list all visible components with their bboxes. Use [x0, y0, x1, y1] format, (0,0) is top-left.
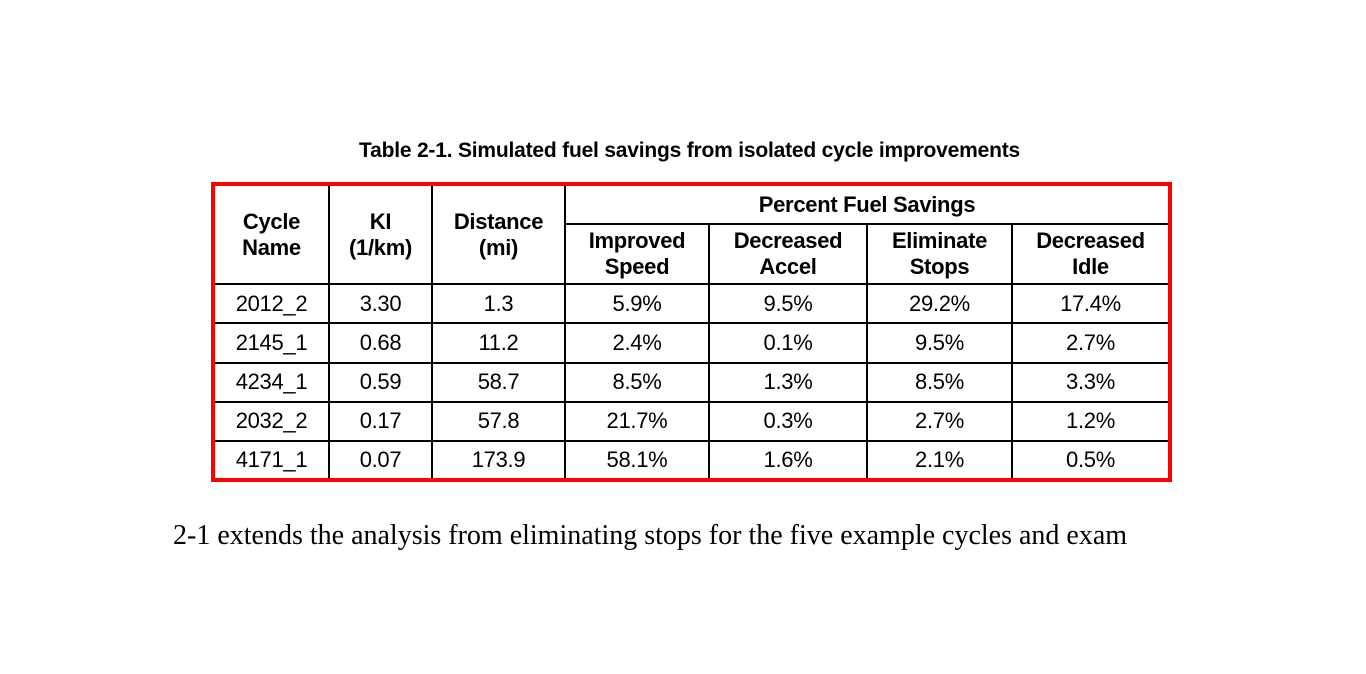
- cell-eliminate-stops: 2.7%: [866, 400, 1013, 442]
- cell-distance: 57.8: [431, 400, 566, 442]
- cell-distance: 1.3: [431, 283, 566, 325]
- cell-ki: 0.17: [328, 400, 433, 442]
- cell-decreased-accel: 1.6%: [708, 439, 868, 482]
- table-row: 4234_1 0.59 58.7 8.5% 1.3% 8.5% 3.3%: [212, 361, 1172, 403]
- table-row: 2012_2 3.30 1.3 5.9% 9.5% 29.2% 17.4%: [212, 283, 1172, 325]
- table-row: 2032_2 0.17 57.8 21.7% 0.3% 2.7% 1.2%: [212, 400, 1172, 442]
- header-improved-speed: Improved Speed: [564, 223, 710, 286]
- cell-cycle-name: 2032_2: [212, 400, 330, 442]
- body-text: 2-1 extends the analysis from eliminatin…: [173, 520, 1128, 551]
- cell-decreased-idle: 1.2%: [1010, 400, 1172, 442]
- cell-decreased-accel: 9.5%: [708, 283, 868, 325]
- fuel-savings-table: Cycle Name KI (1/km) Distance (mi) Perce…: [211, 182, 1173, 482]
- cell-decreased-idle: 2.7%: [1010, 322, 1172, 364]
- cell-eliminate-stops: 2.1%: [866, 439, 1013, 482]
- cell-decreased-idle: 0.5%: [1010, 439, 1172, 482]
- cell-improved-speed: 58.1%: [564, 439, 710, 482]
- cell-distance: 58.7: [431, 361, 566, 403]
- header-ki: KI (1/km): [328, 182, 433, 286]
- header-row-sub: Improved Speed Decreased Accel Eliminate…: [213, 223, 1172, 286]
- cell-distance: 11.2: [431, 322, 566, 364]
- header-distance: Distance (mi): [431, 182, 566, 286]
- cell-decreased-idle: 3.3%: [1010, 361, 1172, 403]
- header-decreased-accel: Decreased Accel: [708, 223, 868, 286]
- cell-eliminate-stops: 9.5%: [866, 322, 1013, 364]
- cell-eliminate-stops: 29.2%: [866, 283, 1013, 325]
- cell-ki: 0.68: [328, 322, 433, 364]
- header-cycle-name: Cycle Name: [212, 182, 330, 286]
- cell-cycle-name: 2012_2: [212, 283, 330, 325]
- table-row: 2145_1 0.68 11.2 2.4% 0.1% 9.5% 2.7%: [212, 322, 1172, 364]
- table-caption: Table 2-1. Simulated fuel savings from i…: [359, 139, 1020, 162]
- header-row-group: Cycle Name KI (1/km) Distance (mi) Perce…: [212, 182, 1172, 286]
- cell-distance: 173.9: [431, 439, 566, 482]
- cell-decreased-accel: 0.1%: [708, 322, 868, 364]
- cell-improved-speed: 5.9%: [564, 283, 710, 325]
- cell-improved-speed: 21.7%: [564, 400, 710, 442]
- cell-cycle-name: 2145_1: [212, 322, 330, 364]
- cell-ki: 0.59: [328, 361, 433, 403]
- table-row: 4171_1 0.07 173.9 58.1% 1.6% 2.1% 0.5%: [212, 439, 1172, 482]
- cell-improved-speed: 8.5%: [564, 361, 710, 403]
- header-decreased-idle: Decreased Idle: [1010, 223, 1172, 286]
- cell-improved-speed: 2.4%: [564, 322, 710, 364]
- cell-eliminate-stops: 8.5%: [866, 361, 1013, 403]
- cell-decreased-accel: 1.3%: [708, 361, 868, 403]
- cell-cycle-name: 4171_1: [212, 439, 330, 482]
- cell-cycle-name: 4234_1: [212, 361, 330, 403]
- cell-ki: 0.07: [328, 439, 433, 482]
- header-percent-fuel-savings: Percent Fuel Savings: [563, 182, 1172, 226]
- cell-decreased-idle: 17.4%: [1010, 283, 1172, 325]
- cell-ki: 3.30: [328, 283, 433, 325]
- cell-decreased-accel: 0.3%: [708, 400, 868, 442]
- header-eliminate-stops: Eliminate Stops: [866, 223, 1013, 286]
